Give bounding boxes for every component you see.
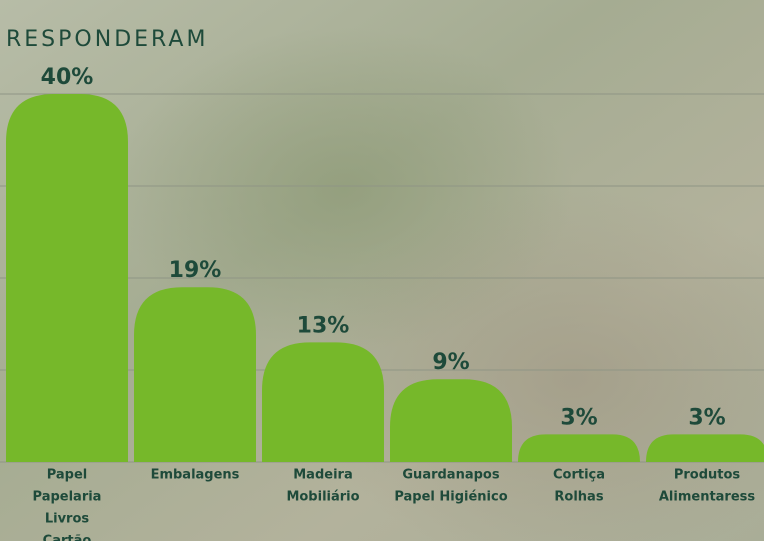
x-tick-label: Madeira (293, 468, 352, 483)
x-tick-label: Embalagens (151, 468, 240, 483)
x-tick-label: Livros (45, 512, 90, 527)
value-label: 19% (169, 258, 222, 283)
x-tick-label: Cartão (43, 534, 92, 541)
bar (134, 287, 256, 462)
x-tick-label: Papel Higiénico (394, 490, 507, 505)
x-tick-label: Mobiliário (286, 490, 359, 505)
x-tick-label: Rolhas (554, 490, 603, 505)
chart-subtitle: RESPONDERAM (6, 27, 208, 52)
bar (646, 434, 764, 462)
x-tick-label: Alimentaress (659, 490, 756, 505)
value-label: 3% (560, 405, 597, 430)
value-label: 40% (41, 65, 94, 90)
bar (390, 379, 512, 462)
x-tick-label: Papel (47, 468, 88, 483)
value-label: 13% (297, 313, 350, 338)
value-label: 3% (688, 405, 725, 430)
bar (262, 342, 384, 462)
bar (518, 434, 640, 462)
bar (6, 94, 128, 462)
x-tick-label: Produtos (674, 468, 741, 483)
value-label: 9% (432, 350, 469, 375)
x-tick-label: Guardanapos (402, 468, 499, 483)
x-tick-label: Cortiça (553, 468, 605, 483)
x-tick-label: Papelaria (33, 490, 102, 505)
